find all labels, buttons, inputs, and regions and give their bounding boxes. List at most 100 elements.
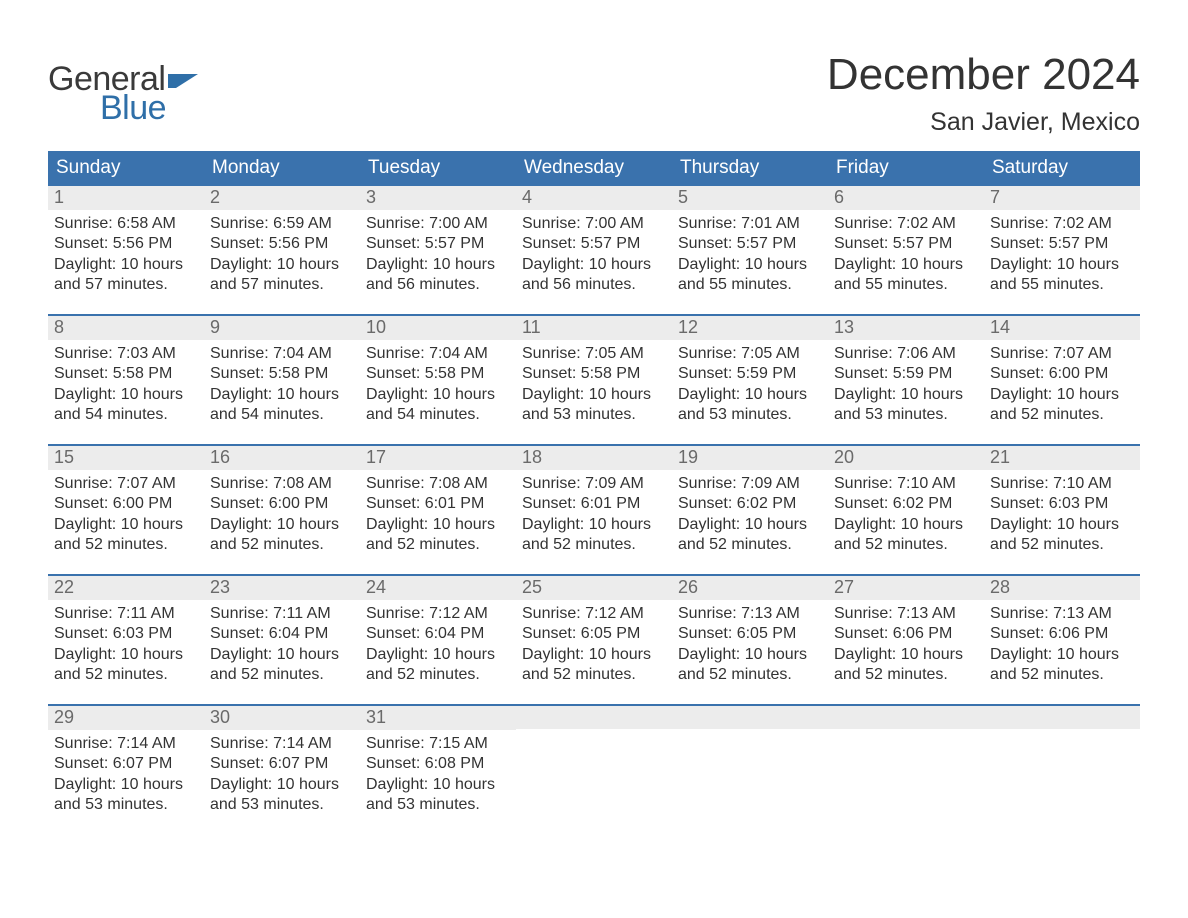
daylight-line: Daylight: 10 hours: [678, 645, 822, 665]
sunrise-line: Sunrise: 7:14 AM: [210, 734, 354, 754]
title-block: December 2024 San Javier, Mexico: [827, 50, 1140, 137]
weekday-header: Saturday: [984, 151, 1140, 186]
daylight-line: Daylight: 10 hours: [366, 775, 510, 795]
day-number: 7: [984, 186, 1140, 210]
day-cell: 26Sunrise: 7:13 AMSunset: 6:05 PMDayligh…: [672, 576, 828, 704]
daylight-line-2: and 52 minutes.: [366, 535, 510, 555]
daylight-line-2: and 53 minutes.: [522, 405, 666, 425]
daylight-line-2: and 53 minutes.: [366, 795, 510, 815]
day-number: 19: [672, 446, 828, 470]
day-cell: 12Sunrise: 7:05 AMSunset: 5:59 PMDayligh…: [672, 316, 828, 444]
sunrise-line: Sunrise: 7:03 AM: [54, 344, 198, 364]
day-cell: 16Sunrise: 7:08 AMSunset: 6:00 PMDayligh…: [204, 446, 360, 574]
day-cell: 22Sunrise: 7:11 AMSunset: 6:03 PMDayligh…: [48, 576, 204, 704]
location: San Javier, Mexico: [827, 108, 1140, 137]
day-body: Sunrise: 6:58 AMSunset: 5:56 PMDaylight:…: [48, 210, 204, 302]
daylight-line: Daylight: 10 hours: [210, 515, 354, 535]
sunrise-line: Sunrise: 7:14 AM: [54, 734, 198, 754]
day-number: 10: [360, 316, 516, 340]
day-cell: [984, 706, 1140, 834]
daylight-line: Daylight: 10 hours: [834, 385, 978, 405]
day-number: 13: [828, 316, 984, 340]
daylight-line: Daylight: 10 hours: [522, 645, 666, 665]
day-number: 30: [204, 706, 360, 730]
day-body: Sunrise: 7:05 AMSunset: 5:58 PMDaylight:…: [516, 340, 672, 432]
day-body: Sunrise: 7:04 AMSunset: 5:58 PMDaylight:…: [360, 340, 516, 432]
sunset-line: Sunset: 5:56 PM: [210, 234, 354, 254]
sunset-line: Sunset: 5:57 PM: [678, 234, 822, 254]
sunset-line: Sunset: 5:58 PM: [54, 364, 198, 384]
daylight-line-2: and 52 minutes.: [678, 535, 822, 555]
sunset-line: Sunset: 6:06 PM: [990, 624, 1134, 644]
daylight-line: Daylight: 10 hours: [54, 255, 198, 275]
day-cell: 20Sunrise: 7:10 AMSunset: 6:02 PMDayligh…: [828, 446, 984, 574]
sunrise-line: Sunrise: 7:08 AM: [210, 474, 354, 494]
day-number: 25: [516, 576, 672, 600]
weekday-header: Sunday: [48, 151, 204, 186]
daylight-line-2: and 52 minutes.: [210, 535, 354, 555]
daylight-line: Daylight: 10 hours: [834, 515, 978, 535]
daylight-line: Daylight: 10 hours: [834, 645, 978, 665]
sunrise-line: Sunrise: 7:10 AM: [990, 474, 1134, 494]
day-number: 1: [48, 186, 204, 210]
day-cell: 19Sunrise: 7:09 AMSunset: 6:02 PMDayligh…: [672, 446, 828, 574]
sunrise-line: Sunrise: 7:08 AM: [366, 474, 510, 494]
sunset-line: Sunset: 6:02 PM: [678, 494, 822, 514]
sunrise-line: Sunrise: 7:13 AM: [990, 604, 1134, 624]
day-body: Sunrise: 7:00 AMSunset: 5:57 PMDaylight:…: [516, 210, 672, 302]
daylight-line: Daylight: 10 hours: [210, 775, 354, 795]
daylight-line-2: and 52 minutes.: [678, 665, 822, 685]
weeks-container: 1Sunrise: 6:58 AMSunset: 5:56 PMDaylight…: [48, 186, 1140, 834]
daylight-line: Daylight: 10 hours: [990, 645, 1134, 665]
sunset-line: Sunset: 6:04 PM: [366, 624, 510, 644]
day-body: Sunrise: 7:09 AMSunset: 6:01 PMDaylight:…: [516, 470, 672, 562]
daylight-line-2: and 53 minutes.: [678, 405, 822, 425]
day-cell: 17Sunrise: 7:08 AMSunset: 6:01 PMDayligh…: [360, 446, 516, 574]
daylight-line: Daylight: 10 hours: [366, 515, 510, 535]
day-cell: 5Sunrise: 7:01 AMSunset: 5:57 PMDaylight…: [672, 186, 828, 314]
day-number: 4: [516, 186, 672, 210]
daylight-line-2: and 53 minutes.: [834, 405, 978, 425]
daylight-line-2: and 53 minutes.: [210, 795, 354, 815]
sunset-line: Sunset: 5:58 PM: [366, 364, 510, 384]
sunset-line: Sunset: 6:04 PM: [210, 624, 354, 644]
day-number: 31: [360, 706, 516, 730]
day-number: 12: [672, 316, 828, 340]
day-cell: 9Sunrise: 7:04 AMSunset: 5:58 PMDaylight…: [204, 316, 360, 444]
sunrise-line: Sunrise: 7:13 AM: [678, 604, 822, 624]
daylight-line: Daylight: 10 hours: [366, 645, 510, 665]
day-number: 14: [984, 316, 1140, 340]
day-cell: 27Sunrise: 7:13 AMSunset: 6:06 PMDayligh…: [828, 576, 984, 704]
day-number: 17: [360, 446, 516, 470]
daylight-line-2: and 56 minutes.: [522, 275, 666, 295]
daylight-line-2: and 55 minutes.: [834, 275, 978, 295]
day-body: [516, 729, 672, 739]
weekday-header: Monday: [204, 151, 360, 186]
day-body: Sunrise: 7:10 AMSunset: 6:03 PMDaylight:…: [984, 470, 1140, 562]
daylight-line: Daylight: 10 hours: [366, 255, 510, 275]
daylight-line-2: and 56 minutes.: [366, 275, 510, 295]
weekday-header-row: Sunday Monday Tuesday Wednesday Thursday…: [48, 151, 1140, 186]
day-body: Sunrise: 6:59 AMSunset: 5:56 PMDaylight:…: [204, 210, 360, 302]
day-number: 15: [48, 446, 204, 470]
day-body: Sunrise: 7:01 AMSunset: 5:57 PMDaylight:…: [672, 210, 828, 302]
day-number: [516, 706, 672, 729]
sunrise-line: Sunrise: 7:12 AM: [522, 604, 666, 624]
daylight-line-2: and 57 minutes.: [210, 275, 354, 295]
day-cell: 3Sunrise: 7:00 AMSunset: 5:57 PMDaylight…: [360, 186, 516, 314]
sunrise-line: Sunrise: 7:13 AM: [834, 604, 978, 624]
daylight-line-2: and 55 minutes.: [678, 275, 822, 295]
day-cell: 31Sunrise: 7:15 AMSunset: 6:08 PMDayligh…: [360, 706, 516, 834]
day-cell: 10Sunrise: 7:04 AMSunset: 5:58 PMDayligh…: [360, 316, 516, 444]
daylight-line: Daylight: 10 hours: [522, 515, 666, 535]
day-body: Sunrise: 7:15 AMSunset: 6:08 PMDaylight:…: [360, 730, 516, 822]
day-body: Sunrise: 7:06 AMSunset: 5:59 PMDaylight:…: [828, 340, 984, 432]
sunset-line: Sunset: 5:59 PM: [678, 364, 822, 384]
header: General Blue December 2024 San Javier, M…: [48, 50, 1140, 137]
sunset-line: Sunset: 6:07 PM: [210, 754, 354, 774]
daylight-line-2: and 52 minutes.: [990, 665, 1134, 685]
daylight-line: Daylight: 10 hours: [990, 515, 1134, 535]
day-cell: 28Sunrise: 7:13 AMSunset: 6:06 PMDayligh…: [984, 576, 1140, 704]
day-body: Sunrise: 7:11 AMSunset: 6:03 PMDaylight:…: [48, 600, 204, 692]
day-body: Sunrise: 7:12 AMSunset: 6:05 PMDaylight:…: [516, 600, 672, 692]
